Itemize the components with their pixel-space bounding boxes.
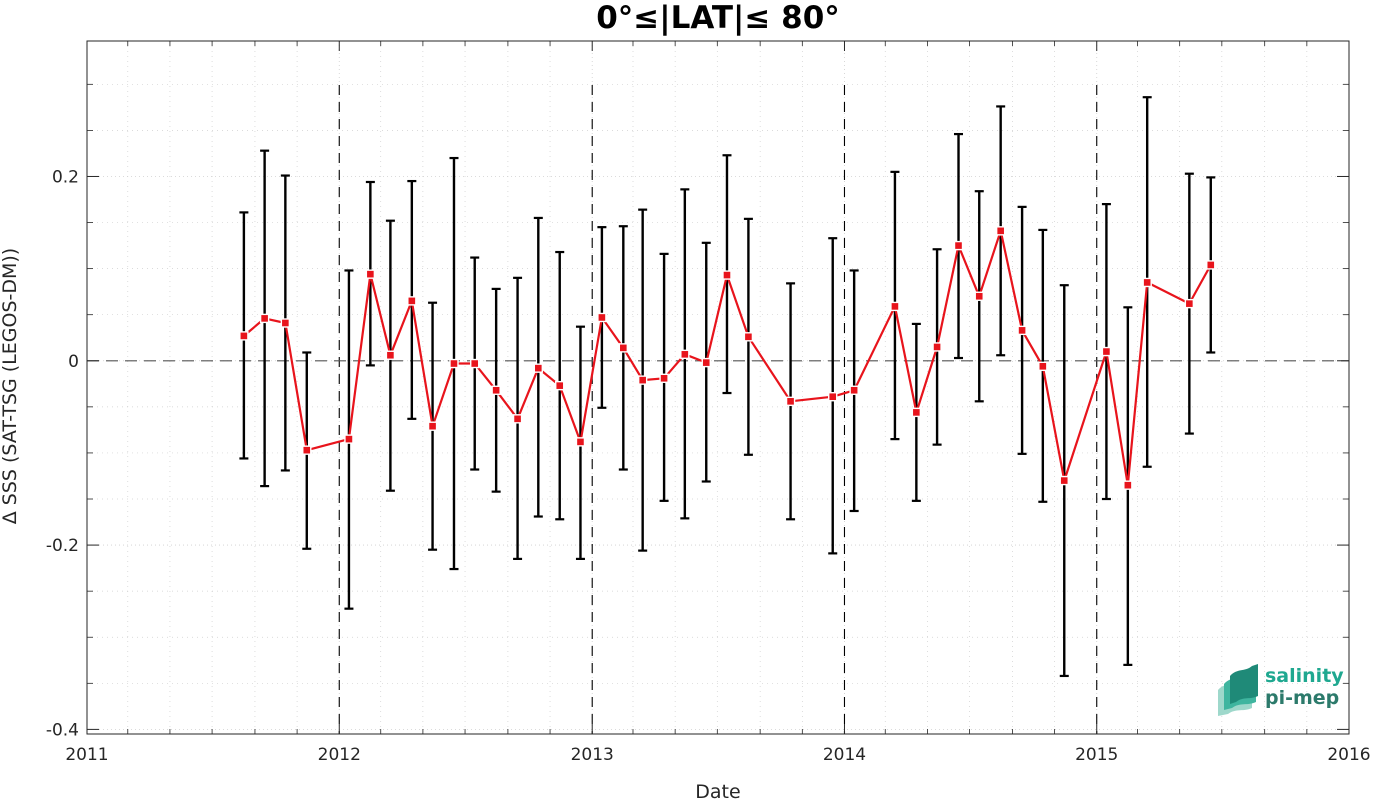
data-point-marker: [1142, 277, 1152, 288]
data-point-marker: [637, 375, 648, 385]
data-point-marker: [974, 291, 984, 301]
data-point-marker: [449, 358, 459, 369]
data-point-marker: [427, 421, 438, 431]
x-tick-label: 2012: [318, 745, 361, 765]
logo-line1: salinity: [1265, 665, 1344, 687]
x-tick-label: 2013: [571, 745, 614, 765]
data-point-marker: [597, 312, 607, 323]
year-dividers: [338, 85, 1098, 734]
data-point-marker: [575, 437, 586, 447]
data-point-marker: [785, 396, 796, 407]
data-point-marker: [259, 313, 270, 324]
data-point-marker: [659, 373, 669, 383]
data-point-marker: [239, 331, 249, 341]
data-point-marker: [555, 380, 565, 391]
data-point-marker: [849, 385, 859, 395]
wave-layers-icon: [1218, 664, 1258, 716]
data-point-marker: [722, 270, 732, 280]
y-tick-labels: 0.2 0 -0.2 -0.4: [46, 167, 79, 740]
data-point-marker: [618, 343, 629, 353]
data-point-marker: [470, 358, 480, 369]
major-grid: [86, 41, 1350, 734]
y-tick-label: -0.4: [46, 720, 79, 740]
data-point-marker: [1101, 346, 1112, 357]
data-point-marker: [1184, 298, 1195, 309]
data-point-marker: [302, 445, 312, 455]
y-axis-label: Δ SSS (SAT-TSG (LEGOS-DM)): [0, 248, 21, 524]
data-point-marker: [1206, 260, 1216, 270]
x-axis-label: Date: [695, 781, 740, 801]
x-tick-label: 2014: [823, 745, 866, 765]
data-point-marker: [932, 342, 942, 352]
plot-frame: [86, 40, 1350, 735]
data-point-marker: [344, 434, 354, 444]
data-point-marker: [953, 240, 964, 251]
data-point-marker: [701, 357, 711, 368]
data-point-marker: [890, 301, 900, 312]
salinity-pi-mep-logo: salinity pi-mep: [1218, 664, 1344, 716]
y-tick-label: 0: [68, 352, 79, 372]
logo-line2: pi-mep: [1265, 687, 1339, 709]
chart-title: 0°≤|LAT|≤ 80°: [596, 0, 840, 36]
x-tick-labels: 2011 2012 2013 2014 2015 2016: [65, 745, 1370, 765]
data-point-marker: [512, 414, 523, 424]
data-point-marker: [828, 392, 838, 402]
data-point-marker: [407, 296, 417, 306]
data-point-marker: [533, 363, 544, 373]
data-point-marker: [743, 332, 754, 342]
axis-ticks: [86, 41, 1350, 734]
data-point-marker: [1059, 475, 1069, 486]
data-point-marker: [385, 350, 396, 360]
data-point-marker: [680, 349, 690, 360]
y-tick-label: 0.2: [52, 167, 79, 187]
error-bars: [239, 96, 1216, 678]
data-point-marker: [1123, 480, 1133, 490]
data-point-marker: [1017, 325, 1027, 336]
data-point-marker: [280, 318, 291, 328]
data-point-marker: [491, 385, 501, 395]
data-point-marker: [1038, 361, 1048, 372]
minor-grid: [87, 41, 1349, 734]
x-tick-label: 2015: [1075, 745, 1118, 765]
data-point-marker: [365, 269, 376, 279]
data-point-marker: [911, 407, 922, 418]
data-point-marker: [995, 226, 1006, 236]
series-markers: [239, 226, 1216, 490]
y-tick-label: -0.2: [46, 536, 79, 556]
x-tick-label: 2016: [1327, 745, 1370, 765]
x-tick-label: 2011: [65, 745, 108, 765]
